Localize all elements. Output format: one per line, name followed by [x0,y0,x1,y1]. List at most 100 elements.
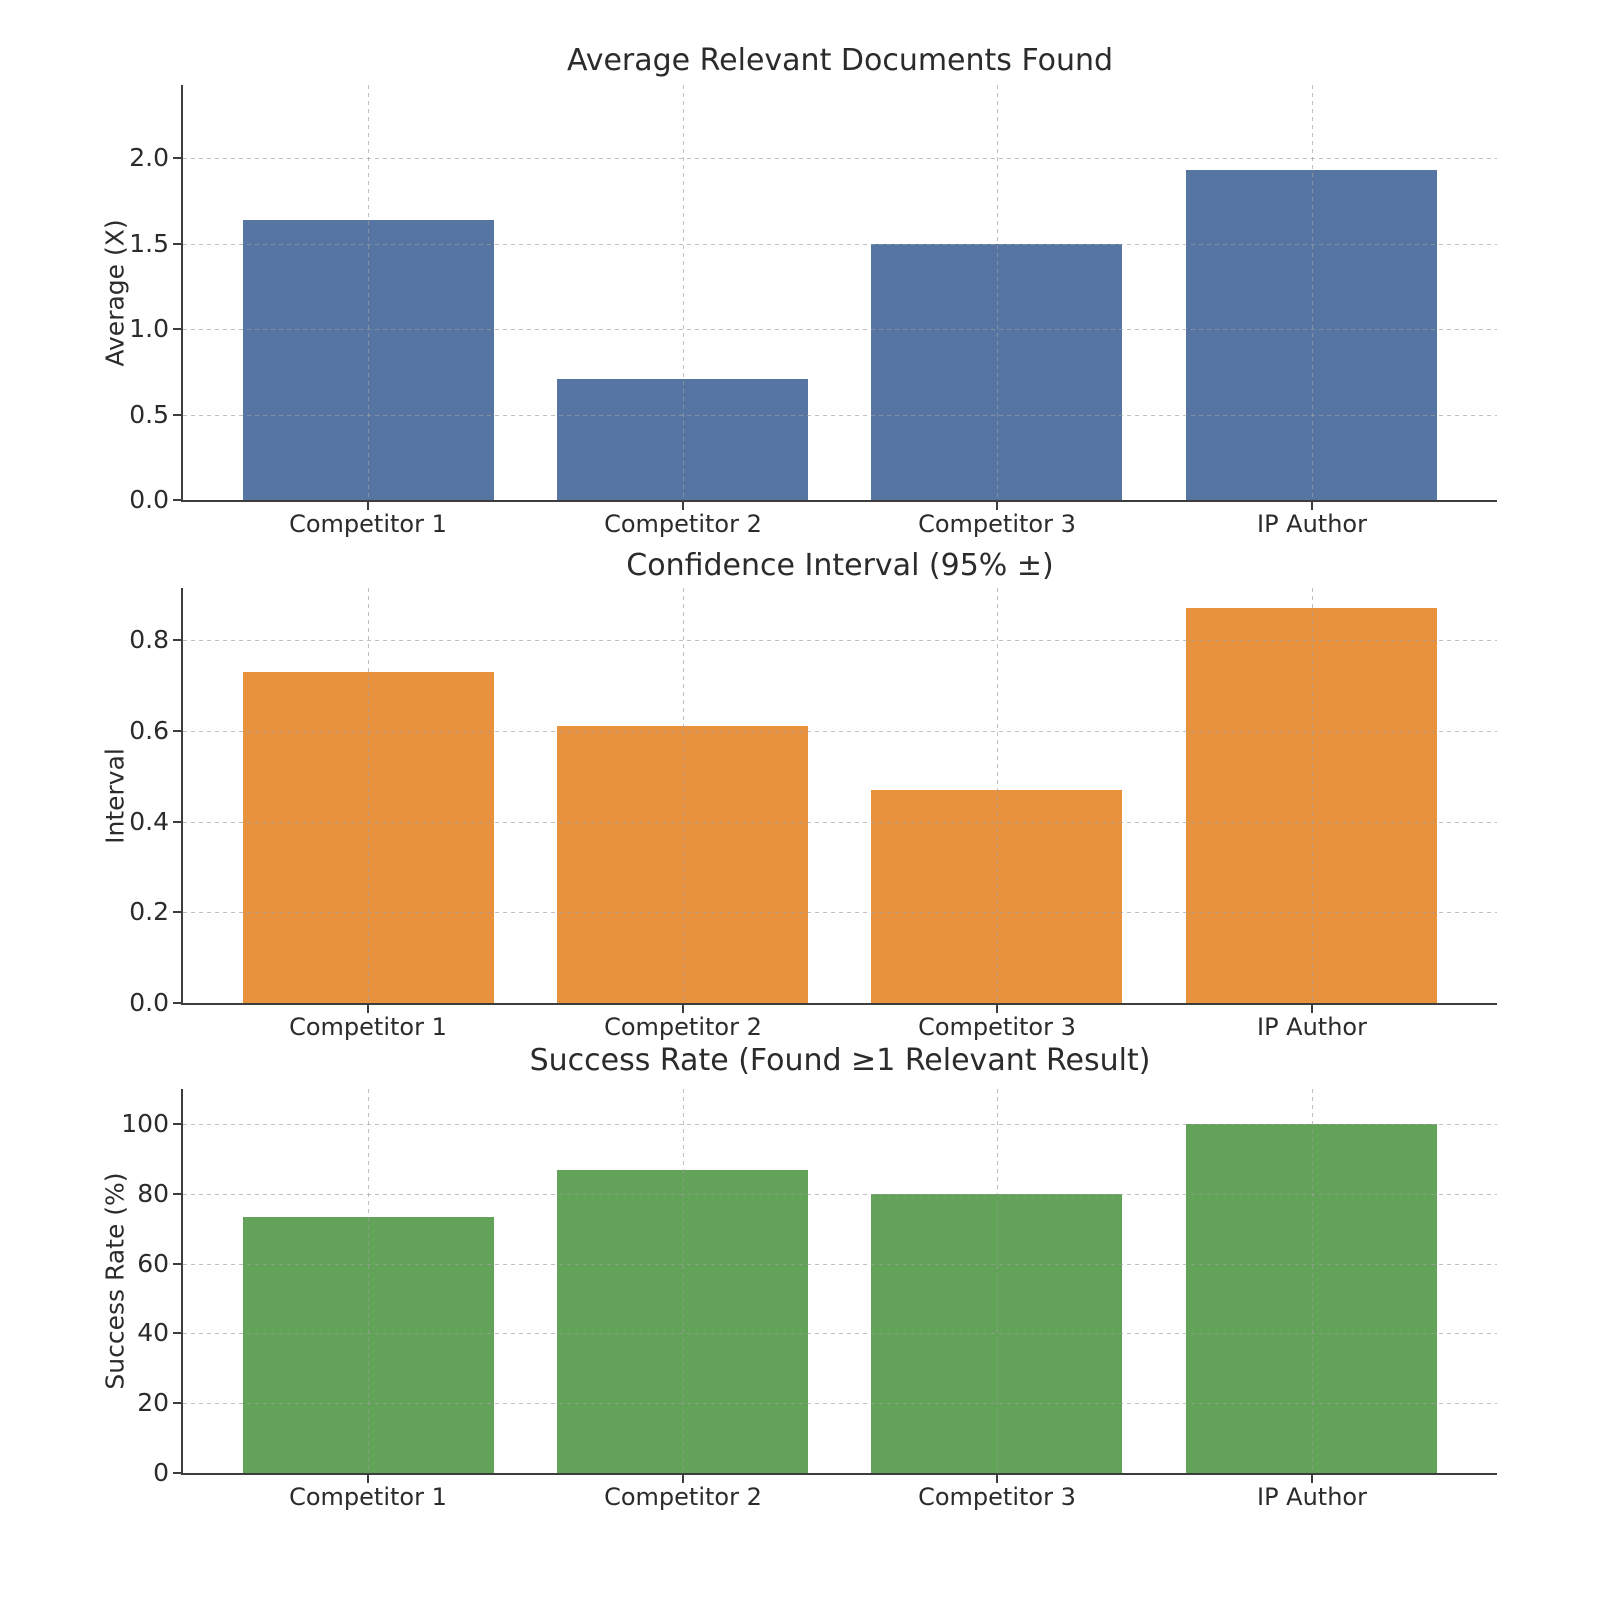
plot-area [181,85,1497,502]
y-tick-mark [173,1263,181,1265]
gridline-horizontal [183,912,1497,913]
y-tick-mark [173,414,181,416]
gridline-horizontal [183,1264,1497,1265]
gridline-horizontal [183,415,1497,416]
gridline-horizontal [183,1333,1497,1334]
gridline-vertical [1312,1089,1313,1473]
gridline-horizontal [183,329,1497,330]
bar-ip-author [1186,170,1437,500]
y-tick-label: 1.0 [129,314,169,343]
x-tick-label-competitor-1: Competitor 1 [289,1013,447,1041]
plot-area [181,588,1497,1005]
y-tick-label: 0.4 [129,807,169,836]
x-tick-mark [682,1005,684,1013]
y-tick-mark [173,911,181,913]
gridline-vertical [368,1089,369,1473]
gridline-vertical [997,588,998,1003]
x-axis-spine [181,1473,1497,1475]
y-tick-mark [173,1002,181,1004]
x-tick-mark [1311,502,1313,510]
y-tick-mark [173,730,181,732]
y-tick-label: 2.0 [129,143,169,172]
x-tick-label-ip-author: IP Author [1257,1013,1367,1041]
y-tick-mark [173,639,181,641]
bar-competitor-2 [557,1170,808,1473]
y-tick-label: 20 [137,1388,169,1417]
x-tick-label-ip-author: IP Author [1257,510,1367,538]
bar-competitor-3 [871,790,1122,1003]
x-tick-mark [682,1475,684,1483]
y-tick-mark [173,328,181,330]
bar-ip-author [1186,1124,1437,1473]
x-tick-mark [367,1475,369,1483]
x-tick-label-ip-author: IP Author [1257,1483,1367,1511]
y-tick-mark [173,1472,181,1474]
x-tick-mark [996,1005,998,1013]
plot-area [181,1089,1497,1475]
y-axis-spine [181,588,183,1003]
gridline-vertical [997,1089,998,1473]
y-tick-label: 40 [137,1318,169,1347]
y-tick-label: 1.5 [129,229,169,258]
x-tick-label-competitor-2: Competitor 2 [604,1013,762,1041]
x-tick-mark [1311,1475,1313,1483]
x-axis-spine [181,500,1497,502]
y-tick-label: 0 [153,1458,169,1487]
gridline-horizontal [183,731,1497,732]
gridline-vertical [368,588,369,1003]
gridline-horizontal [183,1124,1497,1125]
bar-competitor-2 [557,726,808,1003]
y-axis-spine [181,85,183,500]
y-axis-spine [181,1089,183,1473]
x-tick-mark [367,1005,369,1013]
y-tick-mark [173,499,181,501]
y-tick-mark [173,157,181,159]
x-tick-mark [367,502,369,510]
gridline-vertical [683,1089,684,1473]
y-tick-label: 0.0 [129,988,169,1017]
x-tick-label-competitor-2: Competitor 2 [604,510,762,538]
x-tick-mark [1311,1005,1313,1013]
x-tick-label-competitor-3: Competitor 3 [918,1013,1076,1041]
gridline-vertical [368,85,369,500]
y-tick-label: 80 [137,1179,169,1208]
x-tick-mark [996,502,998,510]
y-tick-mark [173,1123,181,1125]
gridline-vertical [683,85,684,500]
y-tick-label: 0.6 [129,716,169,745]
y-tick-label: 0.8 [129,625,169,654]
y-tick-label: 0.0 [129,485,169,514]
x-tick-label-competitor-1: Competitor 1 [289,1483,447,1511]
bar-ip-author [1186,608,1437,1003]
y-tick-label: 0.2 [129,897,169,926]
gridline-horizontal [183,1403,1497,1404]
x-tick-label-competitor-1: Competitor 1 [289,510,447,538]
y-tick-mark [173,821,181,823]
x-tick-label-competitor-2: Competitor 2 [604,1483,762,1511]
y-tick-mark [173,1193,181,1195]
gridline-horizontal [183,244,1497,245]
bar-competitor-2 [557,379,808,500]
chart-title: Average Relevant Documents Found [566,43,1114,78]
chart-title: Success Rate (Found ≥1 Relevant Result) [529,1043,1151,1078]
y-tick-label: 60 [137,1249,169,1278]
x-tick-mark [996,1475,998,1483]
gridline-horizontal [183,158,1497,159]
y-tick-mark [173,243,181,245]
gridline-vertical [1312,85,1313,500]
y-tick-label: 0.5 [129,400,169,429]
gridline-horizontal [183,1194,1497,1195]
x-axis-spine [181,1003,1497,1005]
chart-title: Confidence Interval (95% ±) [626,548,1054,583]
y-tick-mark [173,1332,181,1334]
gridline-vertical [1312,588,1313,1003]
gridline-horizontal [183,822,1497,823]
gridline-vertical [997,85,998,500]
gridline-vertical [683,588,684,1003]
bar-competitor-3 [871,244,1122,500]
y-tick-mark [173,1402,181,1404]
